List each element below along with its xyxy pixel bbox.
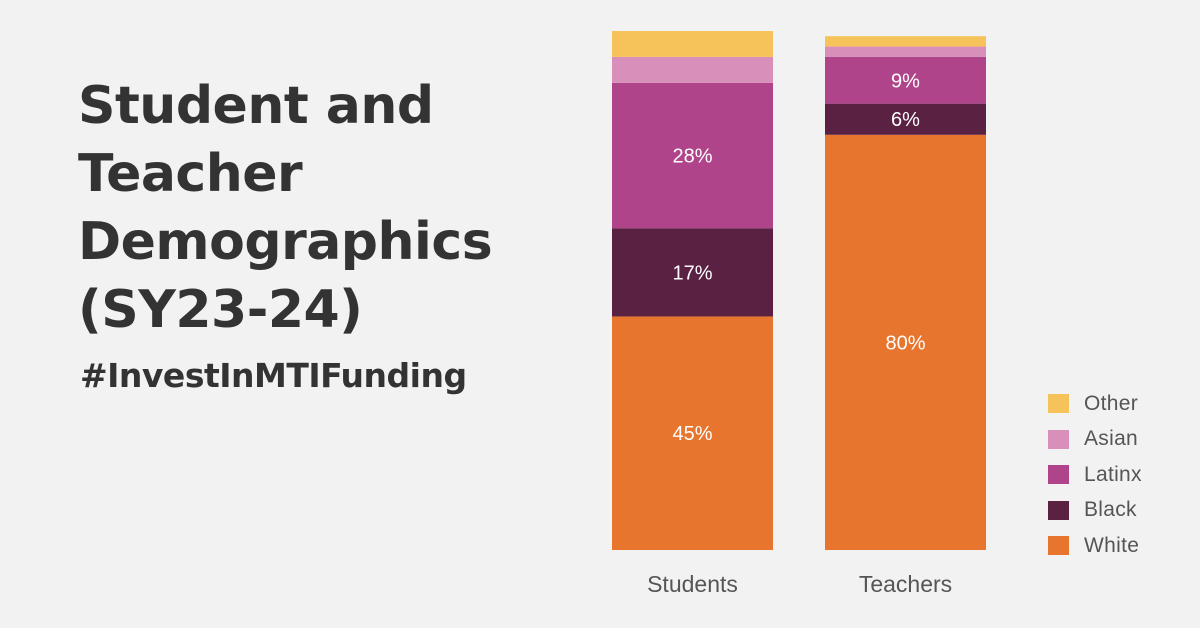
category-label: Students <box>647 571 738 597</box>
legend-item: Latinx <box>1048 457 1142 493</box>
data-label: 17% <box>672 262 712 284</box>
bar-segment-latinx <box>825 56 986 104</box>
title-line: (SY23-24) <box>78 280 363 340</box>
data-label: 9% <box>891 70 920 92</box>
chart-title: Student and Teacher Demographics (SY23-2… <box>78 72 578 344</box>
bar-segment-latinx <box>612 82 773 229</box>
legend-item: Other <box>1048 386 1142 422</box>
data-label: 80% <box>885 332 925 354</box>
hashtag: #InvestInMTIFunding <box>80 356 467 395</box>
legend-item: Asian <box>1048 422 1142 458</box>
title-line: Teacher <box>78 144 303 204</box>
bar-segment-other <box>825 36 986 47</box>
bar-segment-white <box>612 316 773 550</box>
legend-label: Black <box>1084 498 1137 522</box>
bar-segment-black <box>612 228 773 317</box>
legend-label: White <box>1084 533 1140 557</box>
legend-swatch <box>1048 429 1069 449</box>
data-label: 45% <box>672 423 712 445</box>
data-label: 6% <box>891 109 920 131</box>
legend-label: Asian <box>1084 427 1139 451</box>
title-line: Student and <box>78 76 434 136</box>
bar-segment-other <box>612 31 773 57</box>
legend: Other Asian Latinx Black White <box>1048 386 1142 564</box>
legend-swatch <box>1048 500 1069 520</box>
legend-label: Other <box>1084 391 1139 415</box>
legend-swatch <box>1048 394 1069 414</box>
legend-swatch <box>1048 465 1069 485</box>
title-line: Demographics <box>78 212 493 272</box>
legend-label: Latinx <box>1084 462 1142 486</box>
bar-segment-black <box>825 103 986 135</box>
bar-segment-asian <box>612 56 773 83</box>
category-label: Teachers <box>859 571 952 597</box>
legend-swatch <box>1048 536 1069 556</box>
legend-item: White <box>1048 528 1142 564</box>
legend-item: Black <box>1048 493 1142 529</box>
bar-segment-white <box>825 134 986 551</box>
bar-segment-asian <box>825 46 986 57</box>
data-label: 28% <box>672 146 712 168</box>
